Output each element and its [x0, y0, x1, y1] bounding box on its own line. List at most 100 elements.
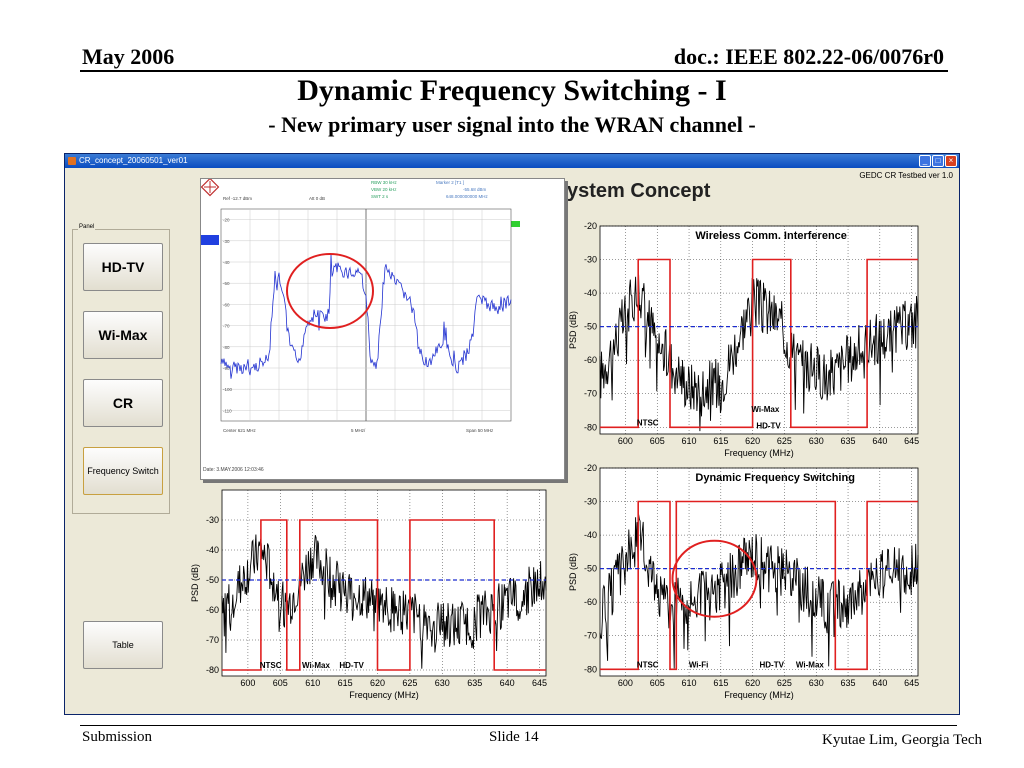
marker-freq: 648.000000000 MHz [446, 194, 489, 199]
y-tick-label: -60 [584, 597, 597, 607]
analyzer-y-label: -100 [223, 387, 233, 392]
x-tick-label: 630 [809, 436, 824, 446]
x-tick-label: 630 [435, 678, 450, 688]
x-tick-label: 620 [745, 678, 760, 688]
analyzer-y-label: -60 [223, 302, 230, 307]
x-tick-label: 600 [618, 678, 633, 688]
x-tick-label: 645 [532, 678, 547, 688]
signal-label: NTSC [260, 661, 282, 670]
x-tick-label: 635 [841, 678, 856, 688]
signal-label: NTSC [637, 660, 659, 669]
footer-slide-number: Slide 14 [489, 729, 539, 745]
hdtv-button[interactable]: HD-TV [83, 243, 163, 291]
y-tick-label: -50 [584, 322, 597, 332]
vbw-text: VBW 20 kHz [371, 187, 397, 192]
x-axis-label: Frequency (MHz) [349, 690, 419, 700]
x-tick-label: 600 [618, 436, 633, 446]
header-divider [80, 70, 948, 72]
x-tick-label: 605 [650, 678, 665, 688]
span: Span 50 MHz [466, 428, 494, 433]
x-tick-label: 625 [402, 678, 417, 688]
rs-logo-icon [200, 177, 220, 197]
analyzer-y-label: -110 [223, 408, 232, 413]
analyzer-y-label: -50 [223, 281, 230, 286]
y-tick-label: -70 [206, 635, 219, 645]
app-icon [68, 157, 76, 165]
x-tick-label: 630 [809, 678, 824, 688]
y-axis-label: PSD (dB) [568, 553, 578, 591]
y-tick-label: -80 [206, 665, 219, 675]
y-tick-label: -60 [206, 605, 219, 615]
footer-submission: Submission [82, 729, 153, 745]
footer-author: Kyutae Lim, Georgia Tech [821, 732, 982, 748]
footer-divider [80, 725, 957, 726]
signal-label: HD-TV [759, 660, 784, 669]
psd-trace [599, 514, 919, 669]
x-tick-label: 625 [777, 436, 792, 446]
signal-label: NTSC [637, 418, 659, 427]
wimax-button[interactable]: Wi-Max [83, 311, 163, 359]
new-signal-highlight [286, 253, 374, 329]
plot-area [221, 489, 547, 677]
x-tick-label: 620 [370, 678, 385, 688]
y-tick-label: -20 [584, 463, 597, 473]
capture-date: Date: 3.MAY.2006 12:03:46 [203, 467, 264, 473]
freq-per-div: 5 MHz/ [351, 428, 366, 433]
minimize-icon[interactable]: _ [919, 155, 931, 167]
cr-button[interactable]: CR [83, 379, 163, 427]
analyzer-y-label: -30 [223, 239, 230, 244]
analyzer-y-label: -40 [223, 260, 230, 265]
table-button[interactable]: Table [83, 621, 163, 669]
x-tick-label: 615 [338, 678, 353, 688]
y-tick-label: -30 [584, 255, 597, 265]
x-tick-label: 640 [872, 678, 887, 688]
signal-label: HD-TV [339, 661, 364, 670]
spectrum-mask [600, 258, 918, 429]
x-tick-label: 615 [713, 678, 728, 688]
analyzer-y-label: -80 [223, 345, 230, 350]
plot-area [599, 225, 919, 435]
y-tick-label: -70 [584, 631, 597, 641]
slide-title: Dynamic Frequency Switching - I [297, 74, 727, 107]
frequency-switch-button[interactable]: Frequency Switch [83, 447, 163, 495]
x-tick-label: 605 [273, 678, 288, 688]
marker-text: Marker 2 [T1 ] [436, 180, 464, 185]
close-icon[interactable]: × [945, 155, 957, 167]
psd-trace [599, 274, 919, 432]
wifi-highlight [671, 539, 758, 618]
doc-number: doc.: IEEE 802.22-06/0076r0 [673, 44, 944, 69]
x-tick-label: 610 [682, 436, 697, 446]
y-tick-label: -40 [584, 530, 597, 540]
y-tick-label: -30 [584, 497, 597, 507]
center-freq: Center 621 MHz [223, 428, 257, 433]
rbw-text: RBW 30 kHz [371, 180, 398, 185]
y-tick-label: -50 [206, 575, 219, 585]
x-axis-label: Frequency (MHz) [724, 448, 794, 458]
status-indicator [511, 221, 520, 227]
signal-label: Wi-Max [302, 661, 330, 670]
ref-level: Ref -12.7 dBm [223, 196, 252, 201]
window-titlebar[interactable]: CR_concept_20060501_ver01 _ □ × [65, 154, 959, 168]
analyzer-y-label: -20 [223, 218, 230, 223]
system-concept-heading: ystem Concept [567, 180, 711, 202]
y-tick-label: -50 [584, 564, 597, 574]
maximize-icon[interactable]: □ [932, 155, 944, 167]
slide-subtitle: - New primary user signal into the WRAN … [268, 112, 756, 137]
y-tick-label: -60 [584, 355, 597, 365]
panel-label: Panel [78, 224, 96, 230]
y-tick-label: -40 [206, 545, 219, 555]
x-tick-label: 640 [500, 678, 515, 688]
spectrum-mask [222, 519, 546, 671]
x-tick-label: 645 [904, 678, 919, 688]
y-tick-label: -40 [584, 288, 597, 298]
control-panel: Panel [72, 224, 170, 514]
x-tick-label: 620 [745, 436, 760, 446]
signal-label: Wi-Fi [689, 660, 708, 669]
x-axis-label: Frequency (MHz) [724, 690, 794, 700]
slide-date: May 2006 [82, 44, 175, 69]
x-tick-label: 640 [872, 436, 887, 446]
y-tick-label: -70 [584, 389, 597, 399]
x-tick-label: 610 [682, 678, 697, 688]
plot-area [599, 467, 919, 677]
interference-chart: 600 605 610 615 620 625 630 635 640 645 -20 -30 -40 -… [568, 221, 919, 458]
